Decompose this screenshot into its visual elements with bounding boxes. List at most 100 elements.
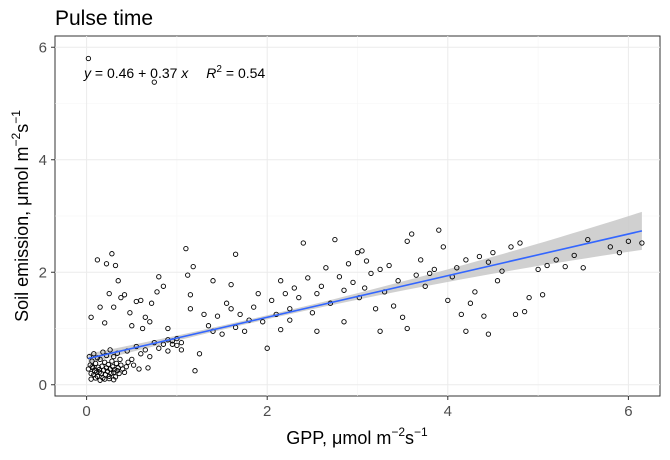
data-point (372, 306, 379, 312)
data-point (409, 231, 415, 237)
data-point (232, 251, 239, 257)
data-point (111, 304, 117, 310)
data-point (223, 300, 230, 306)
data-point (156, 345, 162, 351)
data-point (481, 313, 487, 319)
data-point (88, 370, 94, 377)
data-point (147, 353, 153, 360)
data-point (139, 325, 146, 332)
plot-panel (54, 35, 661, 397)
data-point (190, 263, 196, 270)
data-point (92, 375, 99, 381)
data-point (404, 325, 410, 332)
grid-minor (55, 36, 660, 396)
data-point (156, 274, 162, 280)
data-point (517, 240, 523, 246)
data-point (422, 283, 428, 289)
data-point (219, 331, 225, 337)
data-point (580, 265, 586, 271)
data-point (427, 270, 433, 277)
data-point (336, 274, 343, 280)
data-point (260, 319, 266, 325)
data-point (526, 294, 532, 301)
eq-x: x (180, 65, 189, 81)
eq-y: y (83, 65, 92, 81)
data-point (125, 359, 131, 365)
data-point (639, 240, 645, 246)
data-point (196, 351, 203, 357)
data-point (88, 314, 94, 320)
data-point (142, 347, 148, 353)
data-point (138, 297, 144, 304)
data-point (345, 261, 352, 267)
data-point (102, 320, 108, 326)
r2-r: R (206, 65, 216, 81)
data-point (91, 351, 97, 357)
data-point (585, 236, 591, 243)
data-point (92, 360, 99, 367)
data-point (291, 285, 297, 291)
data-point (121, 369, 128, 376)
data-point (205, 323, 212, 329)
data-point (142, 314, 148, 320)
data-point (616, 249, 623, 256)
data-point (109, 358, 115, 364)
data-point (445, 297, 451, 304)
x-axis: 0 2 4 6 (82, 396, 633, 420)
data-point (148, 300, 155, 306)
data-point (112, 262, 119, 269)
data-point (111, 377, 117, 383)
data-point (278, 278, 284, 284)
data-point (183, 245, 189, 252)
data-point (97, 304, 103, 310)
data-point (129, 356, 135, 363)
data-point (89, 358, 95, 364)
data-point (269, 297, 275, 304)
data-point (115, 278, 121, 284)
r2-value: = 0.54 (222, 65, 265, 81)
data-point (201, 311, 207, 318)
x-tick-label: 2 (263, 403, 271, 420)
data-point (165, 325, 171, 332)
y-axis: 0 2 4 6 (39, 39, 55, 394)
data-point (318, 283, 325, 289)
data-point (472, 289, 478, 295)
data-point (214, 313, 221, 319)
confidence-band (88, 211, 642, 364)
y-tick-label: 2 (39, 264, 47, 281)
data-point (571, 252, 577, 259)
x-title-sup1: −2 (391, 425, 405, 439)
data-point (103, 261, 110, 267)
data-point (94, 257, 101, 263)
data-point (118, 294, 124, 301)
data-point (264, 345, 270, 351)
data-point (458, 311, 464, 318)
data-point (111, 353, 117, 360)
grid-major (55, 36, 660, 396)
data-point (553, 257, 559, 263)
data-point (136, 366, 142, 372)
data-point (625, 238, 632, 244)
data-point (404, 238, 410, 244)
regression-line (88, 230, 643, 360)
data-point (109, 251, 115, 257)
data-point (508, 244, 514, 250)
data-point (305, 275, 311, 281)
x-tick-label: 4 (444, 403, 452, 420)
eq-rest: = 0.46 + 0.37 (91, 65, 181, 81)
regression-equation: y = 0.46 + 0.37 x R2 = 0.54 (83, 64, 265, 81)
data-point (377, 266, 383, 273)
data-point (113, 360, 120, 367)
data-point (123, 364, 129, 370)
data-point (237, 311, 243, 318)
data-point (178, 347, 185, 353)
data-point (386, 262, 392, 269)
data-point (160, 283, 167, 289)
data-point (165, 348, 171, 354)
data-point (241, 328, 248, 334)
chart-title: Pulse time (55, 7, 153, 30)
data-point (147, 319, 153, 325)
x-title-base: GPP, (286, 428, 332, 448)
y-title-sup2: −1 (9, 110, 23, 124)
